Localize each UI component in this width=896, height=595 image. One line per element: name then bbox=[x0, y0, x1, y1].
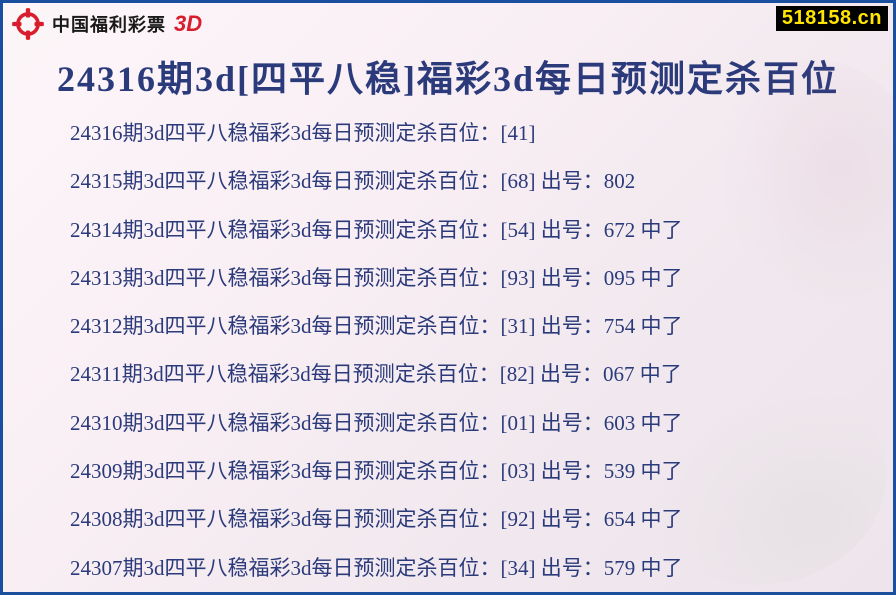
watermark-badge: 518158.cn bbox=[776, 6, 888, 31]
welfare-lottery-logo-icon bbox=[10, 6, 46, 42]
brand-block: 中国福利彩票 3D bbox=[10, 6, 202, 42]
brand-3d-text: 3D bbox=[174, 11, 202, 37]
brand-text: 中国福利彩票 bbox=[52, 11, 166, 37]
outer-frame bbox=[0, 0, 896, 595]
header: 中国福利彩票 3D 518158.cn bbox=[0, 0, 896, 44]
